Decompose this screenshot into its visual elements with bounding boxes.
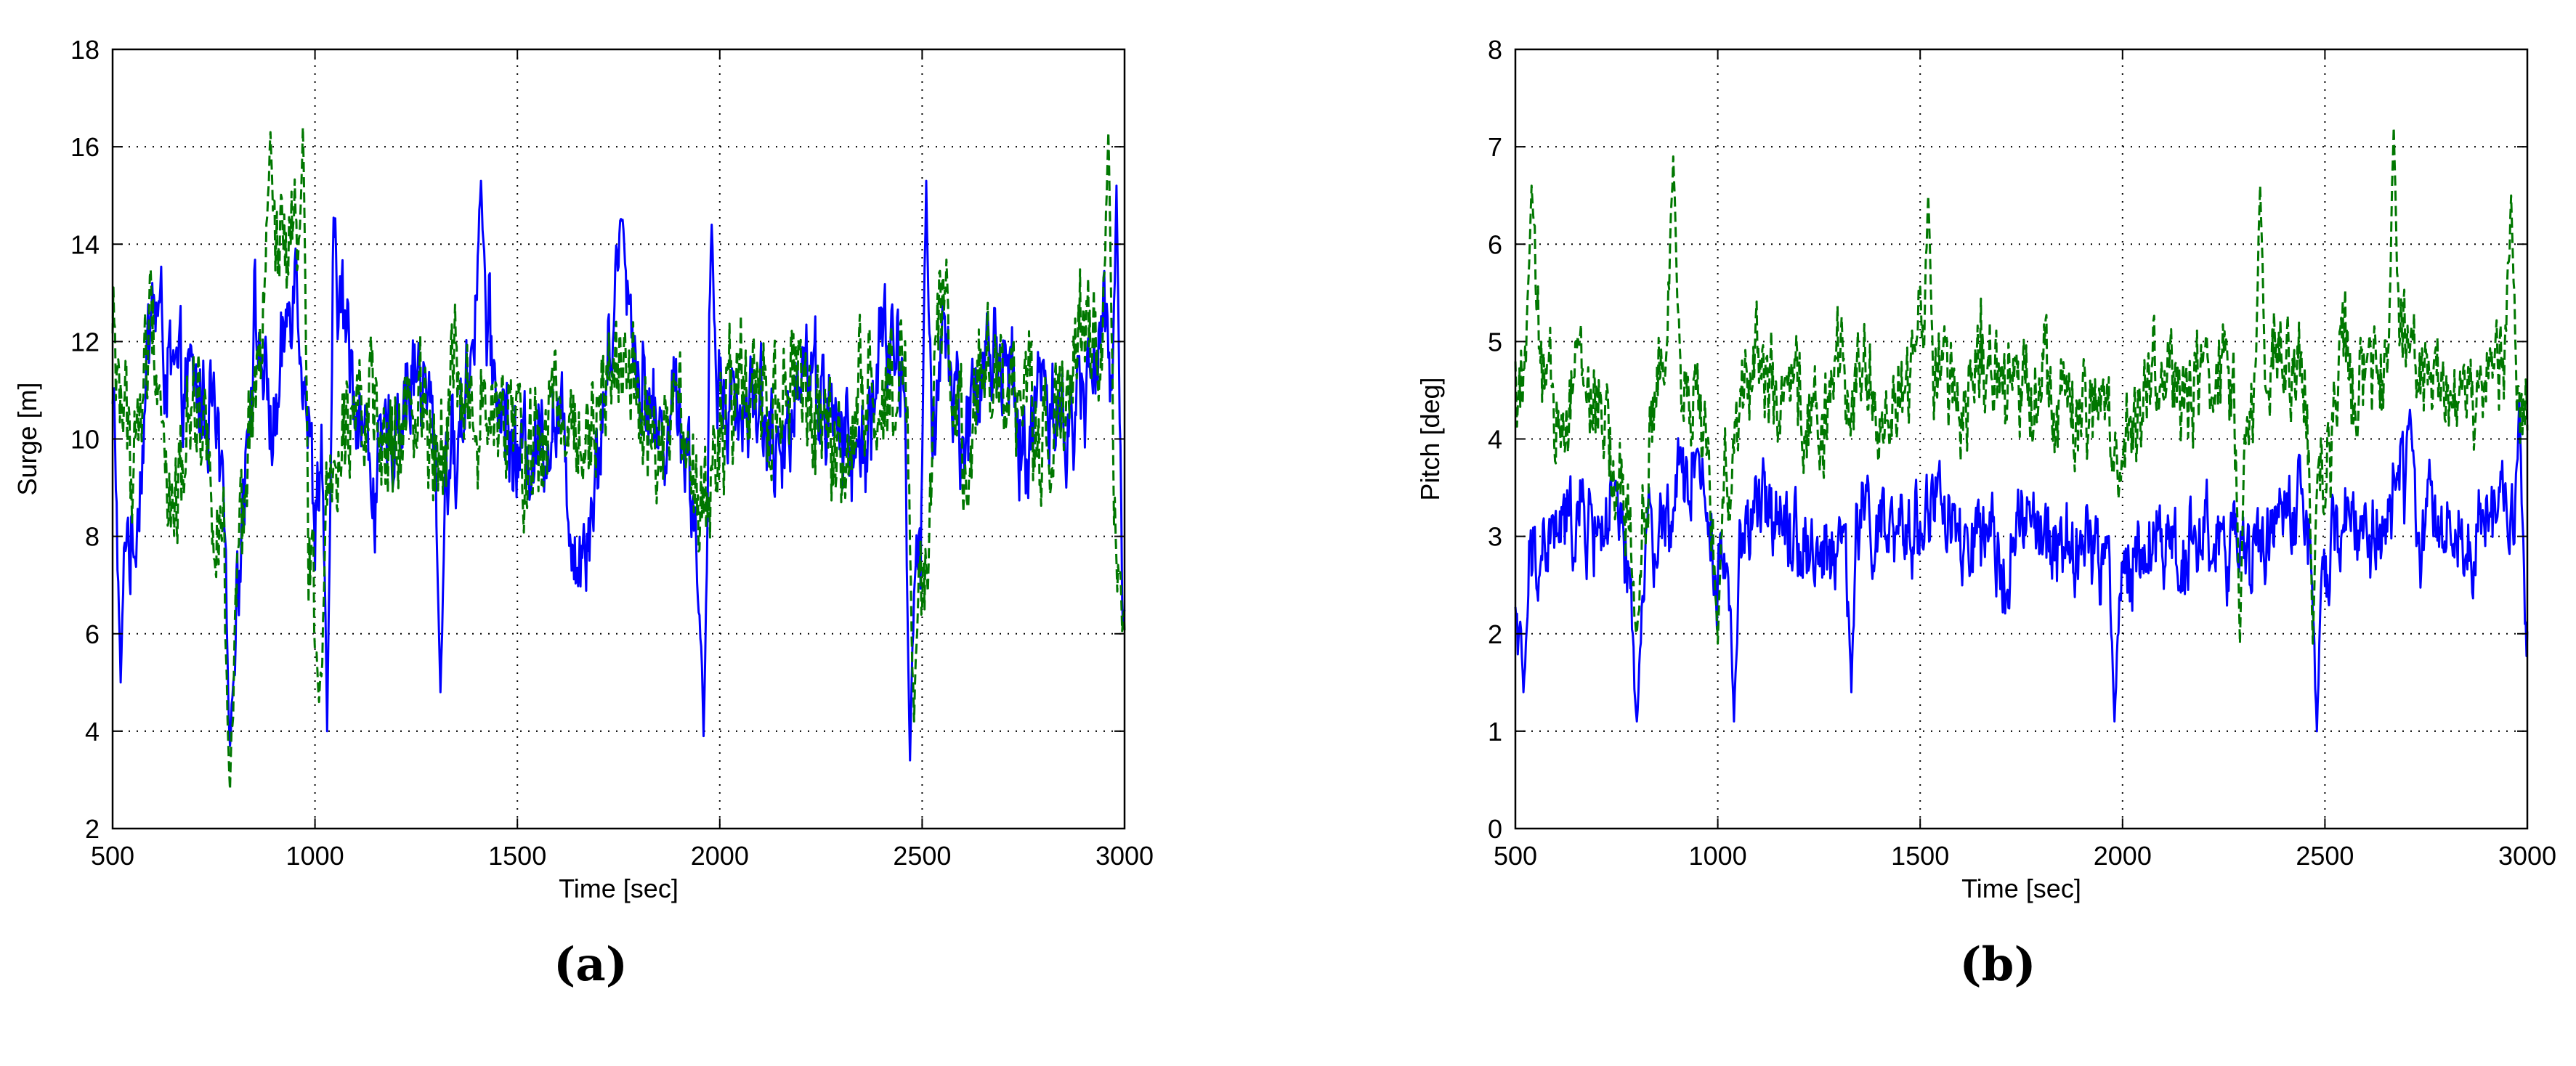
y-tick-label: 6 [1488, 229, 1502, 259]
caption-b: (b) [1959, 937, 2036, 992]
y-tick-label: 4 [85, 717, 100, 746]
x-tick-label: 500 [91, 841, 134, 871]
x-tick-label: 1000 [1689, 841, 1747, 871]
y-tick-label: 18 [70, 35, 100, 65]
x-tick-label: 500 [1494, 841, 1537, 871]
y-tick-label: 2 [85, 814, 100, 844]
y-tick-label: 0 [1488, 814, 1502, 844]
y-axis-label: Surge [m] [12, 382, 42, 495]
x-tick-label: 1500 [488, 841, 546, 871]
y-tick-label: 8 [85, 522, 100, 552]
x-tick-label: 3000 [1095, 841, 1154, 871]
y-axis-label: Pitch [deg] [1415, 377, 1445, 500]
x-tick-label: 2000 [2094, 841, 2152, 871]
y-tick-label: 12 [70, 327, 100, 357]
chart-panel-a: 500 1000 1500 2000 2500 3000 2 4 6 8 10 12 14 16 18 Tim… [12, 35, 1154, 903]
plot-area [1515, 49, 2527, 829]
x-tick-label: 2500 [893, 841, 951, 871]
y-tick-label: 14 [70, 229, 100, 259]
x-tick-label: 3000 [2498, 841, 2556, 871]
y-tick-label: 2 [1488, 619, 1502, 649]
x-axis-label: Time [sec] [1961, 874, 2081, 903]
caption-a: (a) [554, 937, 628, 992]
y-tick-label: 10 [70, 425, 100, 455]
y-tick-label: 4 [1488, 425, 1502, 455]
x-tick-label: 1000 [286, 841, 344, 871]
x-tick-label: 2500 [2296, 841, 2354, 871]
chart-panel-b: 500 1000 1500 2000 2500 3000 0 1 2 3 4 5 6 7 8 Time [se… [1415, 35, 2556, 903]
y-tick-label: 7 [1488, 132, 1502, 162]
series-line-1 [1514, 399, 2529, 733]
y-tick-label: 3 [1488, 522, 1502, 552]
x-axis-label: Time [sec] [559, 874, 679, 903]
x-tick-label: 2000 [691, 841, 749, 871]
y-tick-label: 1 [1488, 717, 1502, 746]
series-line-1 [111, 179, 1126, 762]
y-tick-label: 6 [85, 619, 100, 649]
y-tick-label: 5 [1488, 327, 1502, 357]
series-line-2 [1514, 126, 2529, 645]
y-tick-label: 16 [70, 132, 100, 162]
y-tick-label: 8 [1488, 35, 1502, 65]
series-line-2 [111, 126, 1126, 791]
x-tick-label: 1500 [1891, 841, 1949, 871]
